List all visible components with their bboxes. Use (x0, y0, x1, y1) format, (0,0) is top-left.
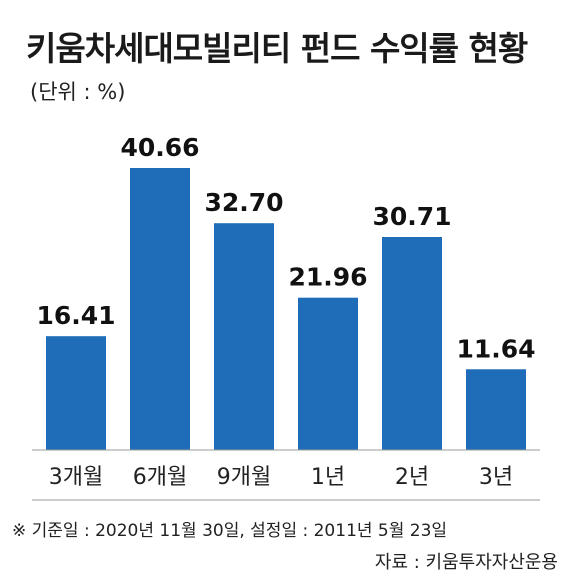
category-label-4: 1년 (311, 465, 345, 490)
data-label-4: 21.96 (288, 263, 367, 292)
bar-4 (298, 297, 358, 450)
bar-5 (382, 237, 442, 450)
data-label-1: 16.41 (36, 301, 115, 330)
data-label-6: 11.64 (456, 334, 535, 363)
category-label-6: 3년 (479, 465, 513, 490)
data-label-3: 32.70 (204, 188, 283, 217)
category-label-3: 9개월 (217, 465, 271, 490)
footnote: ※ 기준일 : 2020년 11월 30일, 설정일 : 2011년 5월 23… (12, 521, 448, 541)
category-label-5: 2년 (395, 465, 429, 490)
data-label-2: 40.66 (120, 133, 199, 162)
unit-label: (단위 : %) (30, 80, 126, 104)
bar-3 (214, 223, 274, 450)
data-label-5: 30.71 (372, 202, 451, 231)
bar-6 (466, 369, 526, 450)
chart-title: 키움차세대모빌리티 펀드 수익률 현황 (26, 29, 528, 68)
source-label: 자료 : 키움투자자산운용 (374, 552, 558, 573)
bar-2 (130, 168, 190, 450)
bar-1 (46, 336, 106, 450)
category-label-1: 3개월 (49, 465, 103, 490)
category-label-2: 6개월 (133, 465, 187, 490)
